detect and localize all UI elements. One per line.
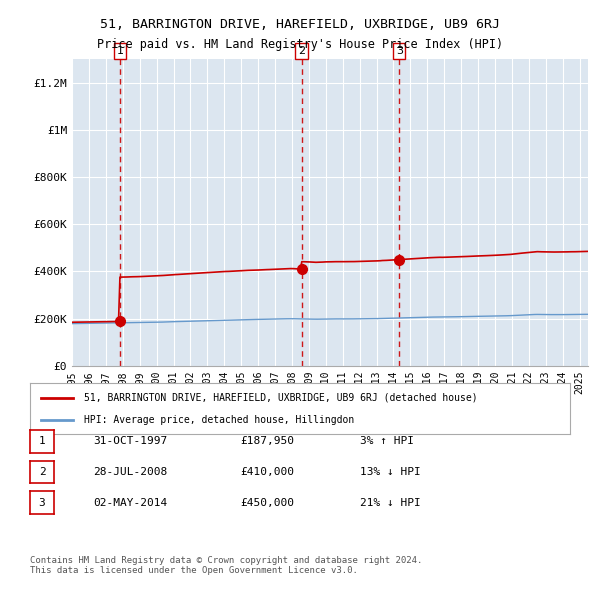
Text: 51, BARRINGTON DRIVE, HAREFIELD, UXBRIDGE, UB9 6RJ: 51, BARRINGTON DRIVE, HAREFIELD, UXBRIDG… bbox=[100, 18, 500, 31]
Text: 3% ↑ HPI: 3% ↑ HPI bbox=[360, 437, 414, 446]
Text: £450,000: £450,000 bbox=[240, 498, 294, 507]
Text: 31-OCT-1997: 31-OCT-1997 bbox=[93, 437, 167, 446]
Text: 13% ↓ HPI: 13% ↓ HPI bbox=[360, 467, 421, 477]
Text: Price paid vs. HM Land Registry's House Price Index (HPI): Price paid vs. HM Land Registry's House … bbox=[97, 38, 503, 51]
Text: 2: 2 bbox=[298, 46, 305, 56]
Text: 1: 1 bbox=[38, 437, 46, 446]
Text: 21% ↓ HPI: 21% ↓ HPI bbox=[360, 498, 421, 507]
Text: 3: 3 bbox=[38, 498, 46, 507]
Text: 1: 1 bbox=[116, 46, 124, 56]
Text: Contains HM Land Registry data © Crown copyright and database right 2024.
This d: Contains HM Land Registry data © Crown c… bbox=[30, 556, 422, 575]
Text: £410,000: £410,000 bbox=[240, 467, 294, 477]
Text: 2: 2 bbox=[38, 467, 46, 477]
Text: HPI: Average price, detached house, Hillingdon: HPI: Average price, detached house, Hill… bbox=[84, 415, 354, 425]
Text: £187,950: £187,950 bbox=[240, 437, 294, 446]
Text: 51, BARRINGTON DRIVE, HAREFIELD, UXBRIDGE, UB9 6RJ (detached house): 51, BARRINGTON DRIVE, HAREFIELD, UXBRIDG… bbox=[84, 392, 478, 402]
Text: 28-JUL-2008: 28-JUL-2008 bbox=[93, 467, 167, 477]
Text: 02-MAY-2014: 02-MAY-2014 bbox=[93, 498, 167, 507]
Text: 3: 3 bbox=[395, 46, 403, 56]
